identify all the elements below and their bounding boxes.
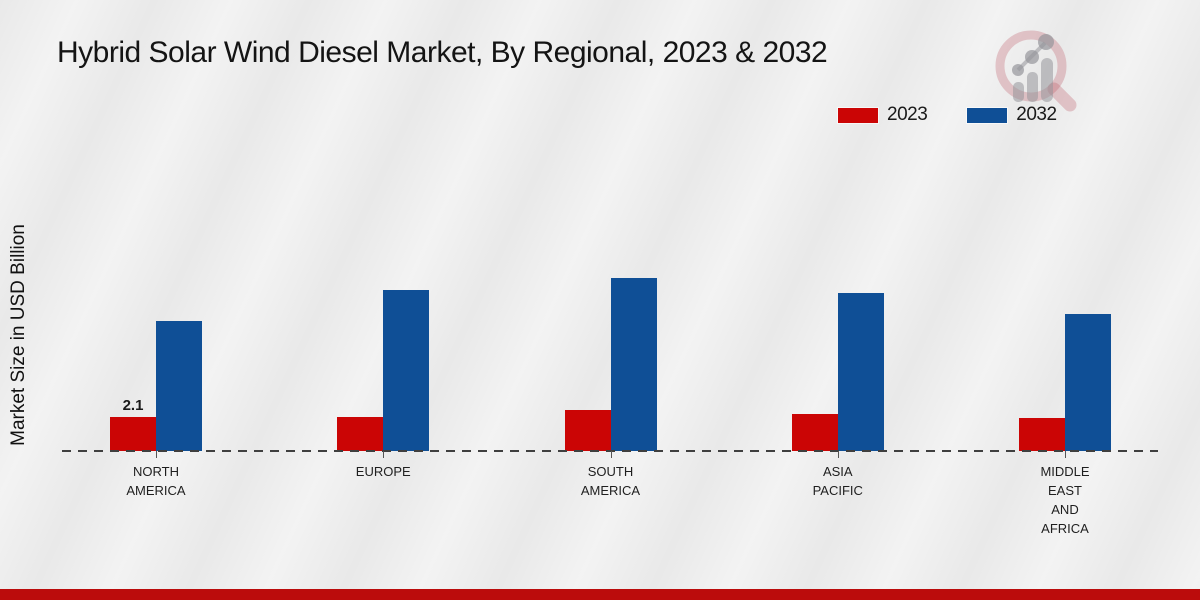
- legend-item-2023: 2023: [838, 104, 928, 126]
- x-axis-line: [62, 450, 1158, 452]
- legend-label-2032: 2032: [1016, 104, 1057, 125]
- x-axis-tick: [156, 451, 157, 458]
- bar-2032-europe: [383, 289, 430, 451]
- bar-2023-middle-east-and-africa: [1019, 418, 1065, 451]
- x-axis-label-europe: EUROPE: [355, 464, 411, 479]
- legend-item-2032: 2032: [967, 104, 1057, 126]
- x-axis-label-north-america: NORTH AMERICA: [126, 464, 186, 498]
- bar-2023-asia-pacific: [791, 413, 838, 451]
- legend-label-2023: 2023: [887, 104, 928, 125]
- bar-chart-plot-area: [62, 0, 1158, 452]
- y-axis-title: Market Size in USD Billion: [8, 224, 29, 446]
- legend-swatch-2032: [967, 107, 1008, 123]
- magnifier-bar-chart-logo-icon: [995, 30, 1077, 112]
- chart-legend: 2023 2032: [838, 104, 1057, 126]
- footer-accent-strip: [0, 589, 1200, 600]
- bar-2023-north-america: [110, 416, 156, 451]
- bar-2032-asia-pacific: [837, 292, 884, 451]
- bar-2032-south-america: [610, 278, 657, 451]
- bar-2032-middle-east-and-africa: [1065, 314, 1111, 451]
- x-axis-label-asia-pacific: ASIA PACIFIC: [812, 464, 863, 498]
- bar-2023-europe: [337, 416, 384, 451]
- x-axis-label-south-america: SOUTH AMERICA: [580, 464, 641, 498]
- bar-2032-north-america: [156, 320, 202, 451]
- x-axis-label-middle-east-and-africa: MIDDLE EAST AND AFRICA: [1040, 464, 1090, 536]
- page-title: Hybrid Solar Wind Diesel Market, By Regi…: [57, 36, 828, 69]
- x-axis-tick: [837, 451, 839, 458]
- x-axis-tick: [610, 451, 612, 458]
- data-label-2023-north-america: 2.1: [122, 396, 144, 414]
- legend-swatch-2023: [838, 107, 878, 123]
- x-axis-tick: [1065, 451, 1066, 458]
- x-axis-tick: [383, 451, 385, 458]
- bar-2023-south-america: [564, 410, 611, 451]
